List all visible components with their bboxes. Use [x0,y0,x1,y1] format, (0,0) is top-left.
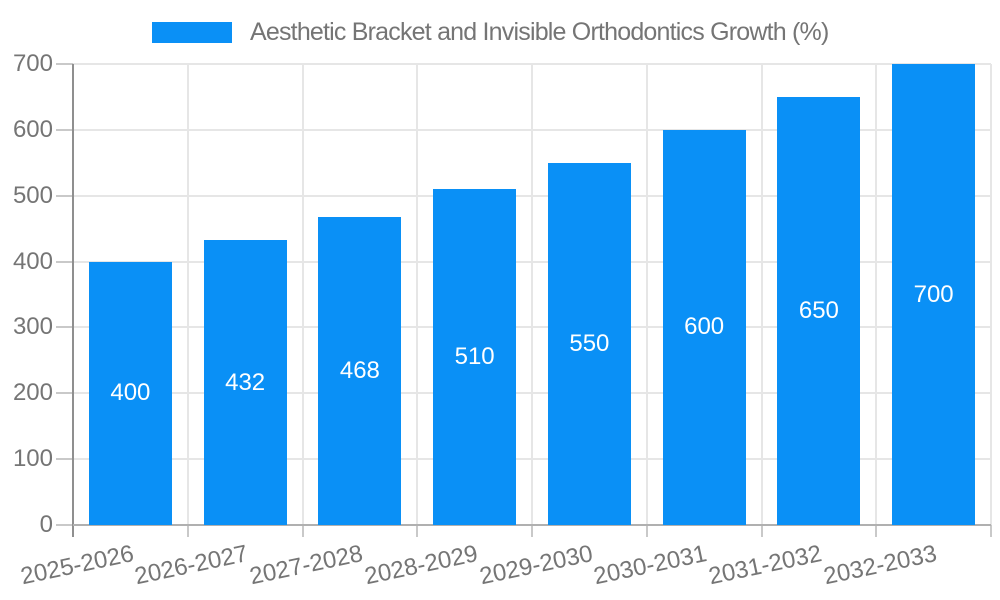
legend[interactable]: Aesthetic Bracket and Invisible Orthodon… [152,18,829,47]
bar[interactable] [203,240,287,525]
vertical-gridline [875,64,878,525]
bar[interactable] [318,216,402,525]
x-axis-tick [760,525,763,537]
bar-value-label: 550 [569,329,610,357]
bar[interactable] [88,261,172,525]
bar-value-label: 432 [225,368,266,396]
bar-value-label: 600 [684,313,725,341]
bar[interactable] [433,189,517,525]
vertical-gridline [760,64,763,525]
y-axis-tick [56,63,73,65]
y-axis-tick-label: 500 [12,181,53,209]
bar-value-label: 510 [454,343,495,371]
x-axis-tick [186,525,189,537]
vertical-gridline [990,64,992,525]
x-axis-tick [416,525,419,537]
x-axis-tick [301,525,304,537]
y-axis-tick-label: 300 [12,313,53,341]
x-axis-tick-label: 2028-2029 [362,540,481,591]
y-axis-tick-label: 200 [12,379,53,407]
x-axis-tick-label: 2030-2031 [591,540,710,591]
y-axis-tick [56,194,73,197]
bar[interactable] [892,64,976,525]
y-axis-tick-label: 0 [39,511,53,538]
x-axis-tick-label: 2027-2028 [247,540,366,591]
y-axis-line [72,64,74,537]
x-axis-tick-label: 2025-2026 [17,540,136,591]
y-axis-tick-label: 400 [12,247,53,275]
vertical-gridline [531,64,533,525]
vertical-gridline [186,64,189,525]
x-axis-tick [531,525,533,537]
y-axis-tick [56,524,73,526]
bar[interactable] [777,96,861,525]
y-axis-tick [56,392,73,395]
bar[interactable] [662,129,746,525]
bar-value-label: 400 [110,379,151,407]
x-axis-line [73,524,991,526]
y-axis-tick-label: 600 [12,115,53,143]
x-axis-tick-label: 2032-2033 [821,540,940,591]
y-axis-tick [56,326,73,329]
x-axis-tick-label: 2031-2032 [706,540,825,591]
bar-value-label: 468 [339,356,380,384]
bar-value-label: 650 [798,296,839,324]
y-axis-tick-label: 100 [12,445,53,473]
x-axis-tick [875,525,878,537]
x-axis-tick-label: 2026-2027 [132,540,251,591]
y-axis-tick [56,458,73,461]
y-axis-tick [56,260,73,263]
bar[interactable] [547,162,631,525]
y-axis-tick-label: 700 [12,50,53,77]
legend-label: Aesthetic Bracket and Invisible Orthodon… [250,18,829,46]
vertical-gridline [301,64,304,525]
bar-value-label: 700 [913,280,954,308]
y-axis-tick [56,128,73,131]
vertical-gridline [645,64,648,525]
x-axis-tick [645,525,648,537]
x-axis-tick-label: 2029-2030 [476,540,595,591]
vertical-gridline [416,64,419,525]
x-axis-tick [990,525,992,537]
legend-swatch [152,22,232,43]
